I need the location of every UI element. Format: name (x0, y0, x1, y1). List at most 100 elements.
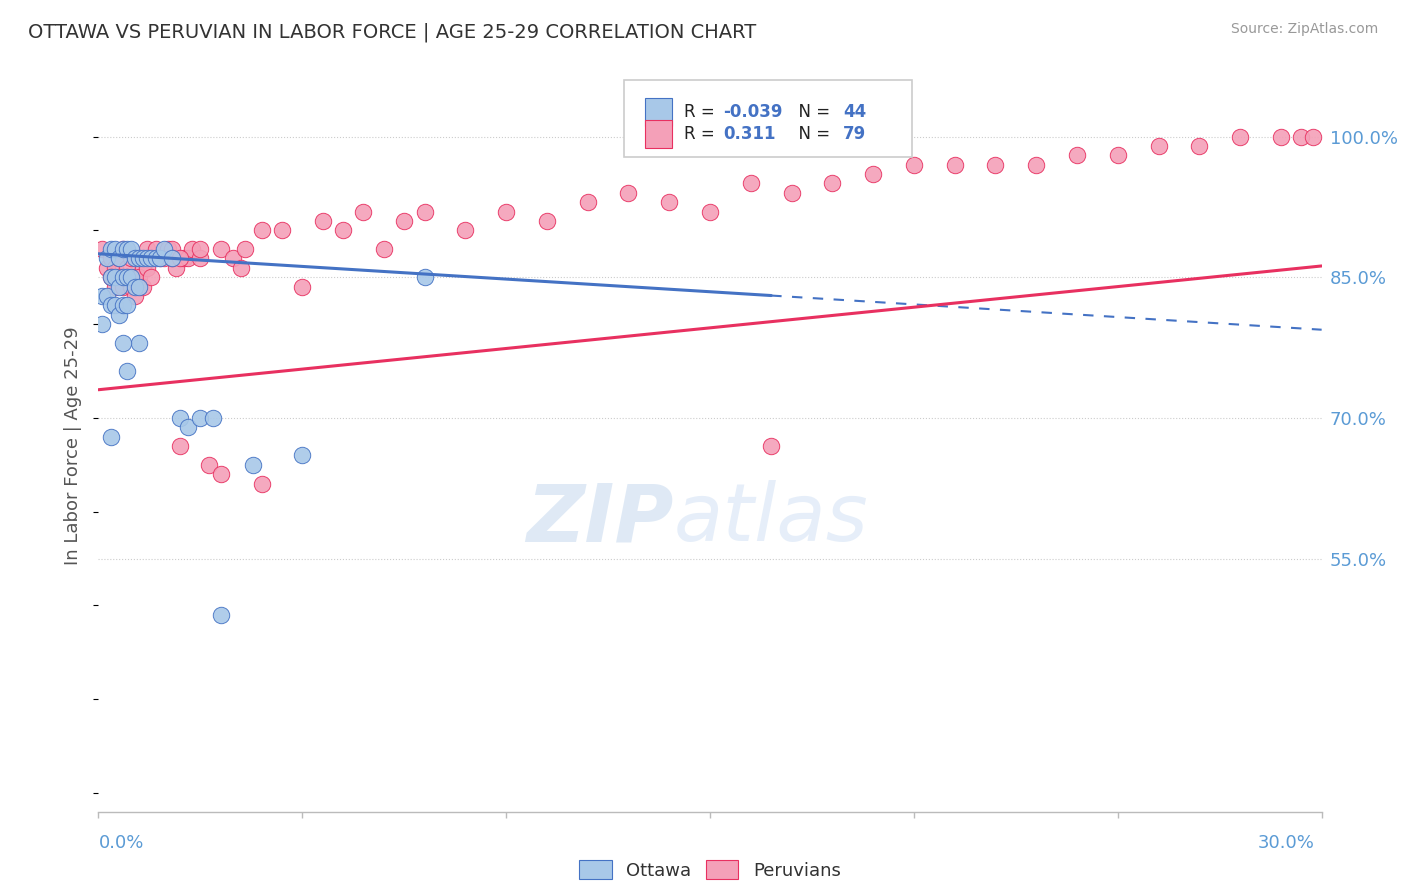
Point (141, 252, 163, 266)
Text: -0.039: -0.039 (724, 103, 783, 120)
Point (100, 270, 122, 285)
Point (132, 252, 155, 266)
Point (352, 204, 374, 219)
Text: 0.0%: 0.0% (98, 834, 143, 852)
Point (177, 252, 200, 266)
Point (617, 186, 640, 200)
Point (128, 335, 150, 350)
Point (984, 158, 1007, 172)
Point (312, 214, 335, 228)
Point (104, 242, 127, 256)
Point (111, 242, 134, 256)
Point (152, 252, 174, 266)
Point (1270, 129, 1292, 144)
Text: N =: N = (789, 103, 835, 120)
Point (197, 458, 219, 472)
Y-axis label: In Labor Force | Age 25-29: In Labor Force | Age 25-29 (65, 326, 83, 566)
Point (373, 242, 395, 256)
Point (91, 317, 114, 331)
Legend: Ottawa, Peruvians: Ottawa, Peruvians (572, 853, 848, 887)
Point (1025, 158, 1047, 172)
Text: R =: R = (685, 103, 720, 120)
Point (108, 252, 131, 266)
Point (111, 242, 134, 256)
Point (120, 252, 142, 266)
Point (177, 420, 200, 434)
Point (104, 260, 127, 275)
Point (761, 439, 783, 453)
Point (136, 252, 159, 266)
Point (100, 298, 122, 312)
Point (149, 252, 172, 266)
Point (943, 158, 966, 172)
Point (111, 279, 134, 293)
Point (96, 260, 118, 275)
Point (128, 270, 150, 285)
Text: 0.311: 0.311 (724, 125, 776, 143)
Point (862, 167, 884, 181)
Point (1302, 129, 1324, 144)
Point (222, 252, 245, 266)
Point (209, 242, 232, 256)
Text: 30.0%: 30.0% (1258, 834, 1315, 852)
Point (169, 439, 191, 453)
Point (1147, 139, 1170, 153)
FancyBboxPatch shape (645, 98, 672, 126)
Point (188, 252, 212, 266)
Point (413, 270, 436, 285)
Point (115, 270, 138, 285)
Point (658, 195, 681, 210)
Point (108, 270, 131, 285)
Point (104, 270, 127, 285)
Point (332, 223, 354, 237)
Point (132, 260, 155, 275)
Point (536, 214, 558, 228)
Point (188, 410, 212, 425)
Point (160, 252, 183, 266)
Point (233, 242, 256, 256)
Point (169, 410, 191, 425)
Point (181, 242, 204, 256)
FancyBboxPatch shape (645, 120, 672, 148)
Point (165, 260, 187, 275)
Point (91, 289, 114, 303)
Point (160, 242, 183, 256)
Point (454, 223, 477, 237)
Point (242, 458, 264, 472)
Point (96, 252, 118, 266)
Point (169, 252, 191, 266)
Point (209, 607, 232, 622)
Point (141, 252, 163, 266)
Point (124, 270, 146, 285)
Point (104, 298, 127, 312)
Point (120, 242, 142, 256)
Point (1291, 129, 1313, 144)
Point (111, 335, 134, 350)
Point (291, 279, 314, 293)
Text: R =: R = (685, 125, 725, 143)
Point (108, 252, 131, 266)
Point (100, 270, 122, 285)
Point (128, 279, 150, 293)
Point (100, 242, 122, 256)
Point (250, 476, 273, 491)
Point (392, 214, 416, 228)
FancyBboxPatch shape (624, 80, 912, 157)
Point (152, 242, 174, 256)
Point (699, 204, 721, 219)
Point (1107, 148, 1129, 162)
Point (120, 279, 142, 293)
Point (115, 270, 138, 285)
Point (413, 204, 436, 219)
Point (156, 242, 179, 256)
Point (209, 467, 232, 482)
Point (740, 177, 762, 191)
Point (115, 260, 138, 275)
Point (108, 308, 131, 322)
Point (108, 279, 131, 293)
Point (115, 364, 138, 378)
Point (136, 242, 159, 256)
Point (124, 252, 146, 266)
Point (291, 449, 314, 463)
Point (104, 279, 127, 293)
